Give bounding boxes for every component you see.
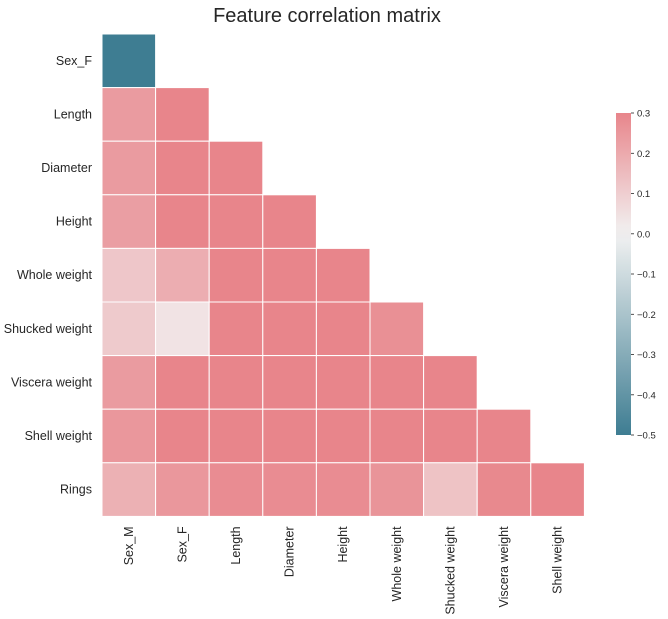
row-label: Height (56, 215, 93, 229)
colorbar-tick-label: −0.1 (637, 270, 656, 281)
heatmap-cell (369, 408, 425, 464)
row-label: Sex_F (56, 54, 92, 68)
heatmap-cell (262, 247, 317, 303)
heatmap-cell (101, 355, 157, 410)
row-label: Rings (60, 483, 92, 497)
heatmap-cell (208, 301, 264, 357)
heatmap-cell (155, 355, 210, 410)
heatmap-cell (315, 301, 371, 357)
row-label: Viscera weight (11, 375, 93, 389)
heatmap-cell (476, 408, 532, 464)
row-label: Length (54, 107, 92, 121)
heatmap-cell (476, 462, 532, 517)
heatmap-cell (208, 194, 264, 249)
row-label: Whole weight (17, 268, 93, 282)
column-label: Sex_M (122, 526, 136, 565)
heatmap-cell (155, 462, 210, 517)
heatmap-cell (101, 140, 157, 196)
colorbar-tick-label: 0.0 (637, 229, 650, 240)
row-label: Shell weight (25, 429, 93, 443)
heatmap-cell (262, 194, 317, 249)
heatmap-cell (208, 408, 264, 464)
heatmap-cell (369, 301, 425, 357)
colorbar-gradient (616, 113, 631, 435)
heatmap-cell (262, 355, 317, 410)
heatmap-cell (101, 194, 157, 249)
column-label: Length (229, 526, 243, 564)
heatmap-cell (101, 462, 157, 517)
row-labels: Sex_F Length Diameter Height Whole weight Shu… (4, 54, 93, 497)
heatmap-cell (101, 87, 157, 142)
heatmap-cell (315, 247, 371, 303)
heatmap-cell (208, 355, 264, 410)
heatmap-cell (262, 408, 317, 464)
chart-title: Feature correlation matrix (213, 5, 441, 27)
heatmap-cell (155, 140, 210, 196)
colorbar-tick-label: 0.1 (637, 189, 650, 200)
colorbar-tick-label: 0.3 (637, 109, 650, 120)
heatmap-cell (530, 462, 585, 517)
column-label: Viscera weight (497, 526, 511, 608)
heatmap-cell (155, 301, 210, 357)
heatmap-cell (369, 462, 425, 517)
colorbar-tick-label: −0.3 (637, 350, 656, 361)
heatmap-cell (155, 87, 210, 142)
heatmap-cell (208, 140, 264, 196)
heatmap-cell (423, 355, 478, 410)
heatmap-cell (315, 462, 371, 517)
heatmap-cell (208, 247, 264, 303)
heatmap-cell (315, 408, 371, 464)
heatmap-cell (155, 194, 210, 249)
column-labels: Sex_M Sex_F Length Diameter Height Whole weig… (122, 526, 565, 615)
colorbar-tick-label: 0.2 (637, 149, 650, 160)
column-label: Shucked weight (443, 526, 457, 615)
column-label: Diameter (283, 526, 297, 577)
heatmap-cell (155, 408, 210, 464)
heatmap-cell (423, 408, 478, 464)
heatmap-cell (262, 462, 317, 517)
colorbar: 0.3 0.2 0.1 0.0 −0.1 −0.2 −0.3 −0.4 −0.5 (616, 109, 656, 442)
colorbar-tick-label: −0.5 (637, 431, 656, 442)
heatmap-cell (155, 247, 210, 303)
column-label: Height (336, 526, 350, 563)
heatmap-cell (101, 247, 157, 303)
heatmap-cell (262, 301, 317, 357)
heatmap-cell (101, 33, 157, 89)
heatmap-cell (101, 408, 157, 464)
heatmap-cells (101, 33, 585, 517)
column-label: Sex_F (175, 526, 189, 562)
heatmap-cell (315, 355, 371, 410)
heatmap-cell (369, 355, 425, 410)
colorbar-tick-label: −0.2 (637, 310, 656, 321)
colorbar-tick-label: −0.4 (637, 390, 656, 401)
column-label: Shell weight (551, 526, 565, 594)
column-label: Whole weight (390, 526, 404, 602)
row-label: Shucked weight (4, 322, 93, 336)
heatmap-cell (208, 462, 264, 517)
heatmap-cell (423, 462, 478, 517)
heatmap-cell (101, 301, 157, 357)
row-label: Diameter (41, 161, 92, 175)
